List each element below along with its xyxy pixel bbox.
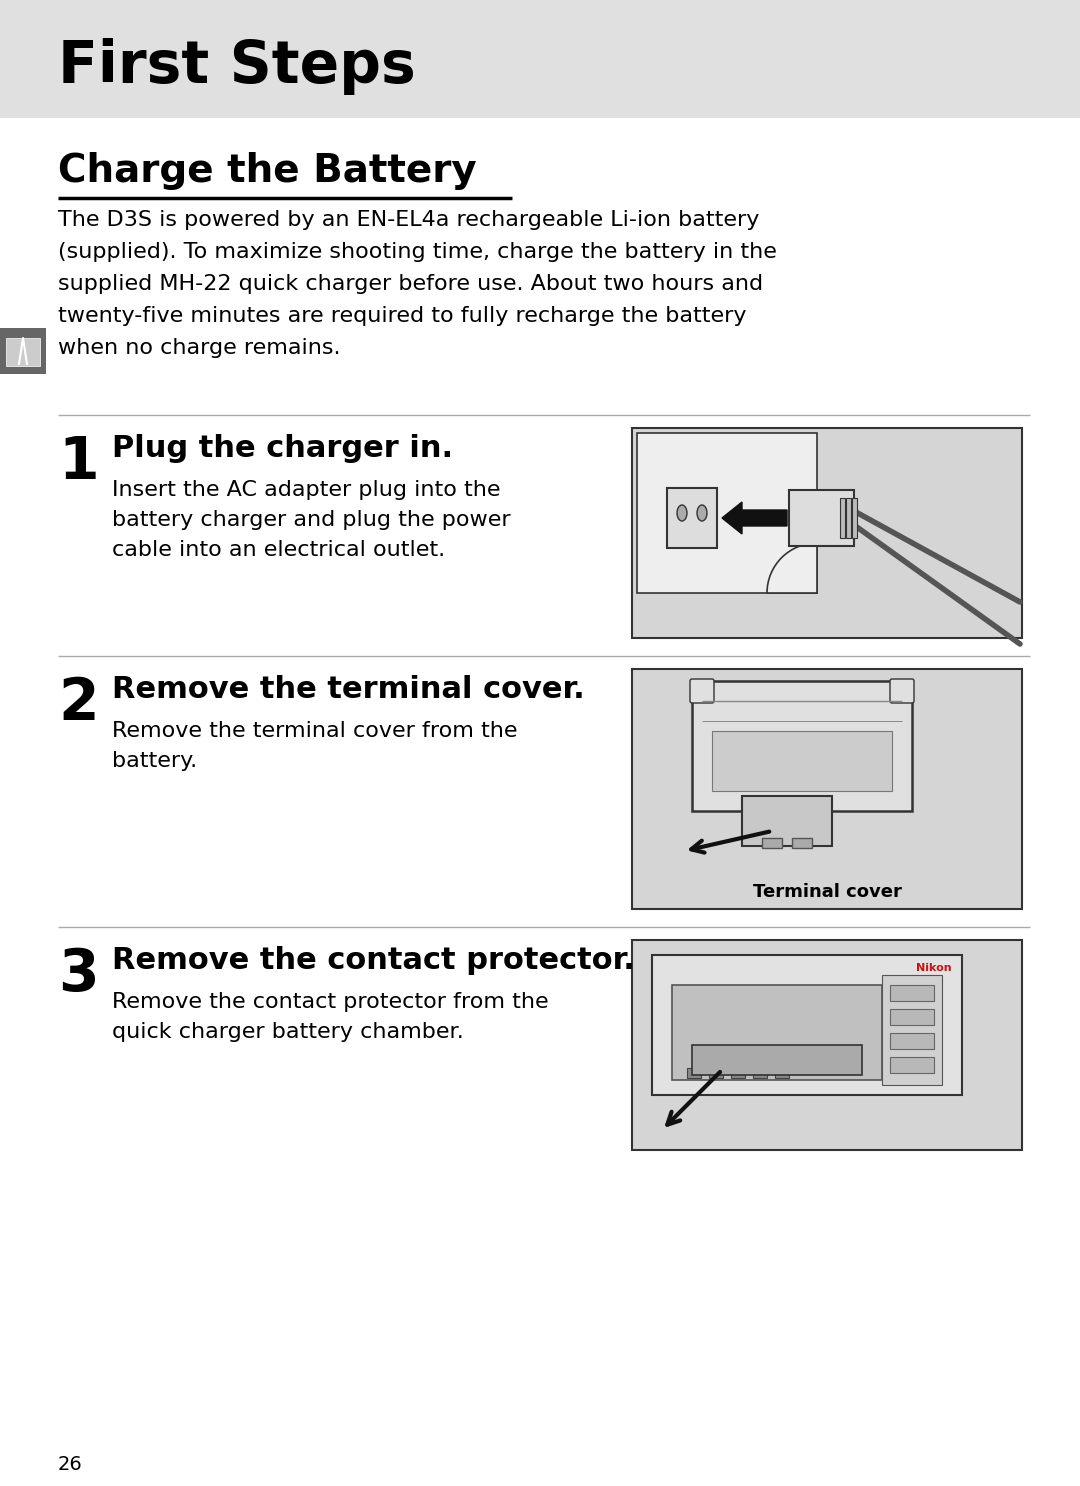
Bar bbox=[742, 796, 832, 846]
Text: First Steps: First Steps bbox=[58, 39, 416, 95]
Bar bbox=[840, 498, 845, 538]
Bar bbox=[731, 1068, 745, 1077]
Bar bbox=[846, 498, 851, 538]
Bar bbox=[712, 731, 892, 791]
Bar bbox=[762, 838, 782, 849]
Bar bbox=[789, 490, 854, 545]
Bar bbox=[708, 1068, 723, 1077]
Text: Nikon: Nikon bbox=[916, 963, 951, 973]
Ellipse shape bbox=[677, 505, 687, 522]
Bar bbox=[890, 1057, 934, 1073]
Bar bbox=[632, 941, 1022, 1150]
Bar bbox=[0, 328, 46, 374]
Bar bbox=[637, 432, 816, 593]
FancyBboxPatch shape bbox=[890, 679, 914, 703]
Bar bbox=[890, 1033, 934, 1049]
Text: 26: 26 bbox=[58, 1455, 83, 1474]
Bar bbox=[792, 838, 812, 849]
Polygon shape bbox=[723, 502, 787, 533]
Bar bbox=[667, 487, 717, 548]
Bar bbox=[687, 1068, 701, 1077]
Text: when no charge remains.: when no charge remains. bbox=[58, 337, 340, 358]
Text: twenty-five minutes are required to fully recharge the battery: twenty-five minutes are required to full… bbox=[58, 306, 746, 325]
Text: Plug the charger in.: Plug the charger in. bbox=[112, 434, 454, 464]
Text: Insert the AC adapter plug into the: Insert the AC adapter plug into the bbox=[112, 480, 500, 499]
Bar bbox=[652, 955, 962, 1095]
Text: Remove the contact protector from the: Remove the contact protector from the bbox=[112, 993, 549, 1012]
Bar bbox=[0, 0, 1080, 117]
Text: Remove the contact protector.: Remove the contact protector. bbox=[112, 947, 635, 975]
Text: supplied MH-22 quick charger before use. About two hours and: supplied MH-22 quick charger before use.… bbox=[58, 273, 764, 294]
Ellipse shape bbox=[697, 505, 707, 522]
Text: (supplied). To maximize shooting time, charge the battery in the: (supplied). To maximize shooting time, c… bbox=[58, 242, 777, 262]
Text: cable into an electrical outlet.: cable into an electrical outlet. bbox=[112, 539, 445, 560]
Bar bbox=[6, 337, 40, 366]
Bar bbox=[692, 681, 912, 811]
Text: 2: 2 bbox=[58, 675, 98, 733]
Bar bbox=[672, 985, 882, 1080]
Text: 3: 3 bbox=[58, 947, 98, 1003]
Text: 1: 1 bbox=[58, 434, 98, 490]
Text: Terminal cover: Terminal cover bbox=[753, 883, 902, 901]
Bar bbox=[632, 669, 1022, 909]
Bar bbox=[852, 498, 858, 538]
Bar bbox=[753, 1068, 767, 1077]
Wedge shape bbox=[767, 542, 816, 593]
Text: quick charger battery chamber.: quick charger battery chamber. bbox=[112, 1022, 463, 1042]
Bar bbox=[882, 975, 942, 1085]
FancyBboxPatch shape bbox=[690, 679, 714, 703]
Bar bbox=[775, 1068, 789, 1077]
Text: The D3S is powered by an EN-EL4a rechargeable Li-ion battery: The D3S is powered by an EN-EL4a recharg… bbox=[58, 210, 759, 230]
Text: battery charger and plug the power: battery charger and plug the power bbox=[112, 510, 511, 531]
Bar bbox=[632, 428, 1022, 637]
Text: Charge the Battery: Charge the Battery bbox=[58, 152, 476, 190]
Bar bbox=[692, 1045, 862, 1074]
Text: Remove the terminal cover from the: Remove the terminal cover from the bbox=[112, 721, 517, 742]
Text: battery.: battery. bbox=[112, 750, 198, 771]
Bar bbox=[890, 985, 934, 1002]
Bar bbox=[890, 1009, 934, 1025]
Text: Remove the terminal cover.: Remove the terminal cover. bbox=[112, 675, 584, 704]
